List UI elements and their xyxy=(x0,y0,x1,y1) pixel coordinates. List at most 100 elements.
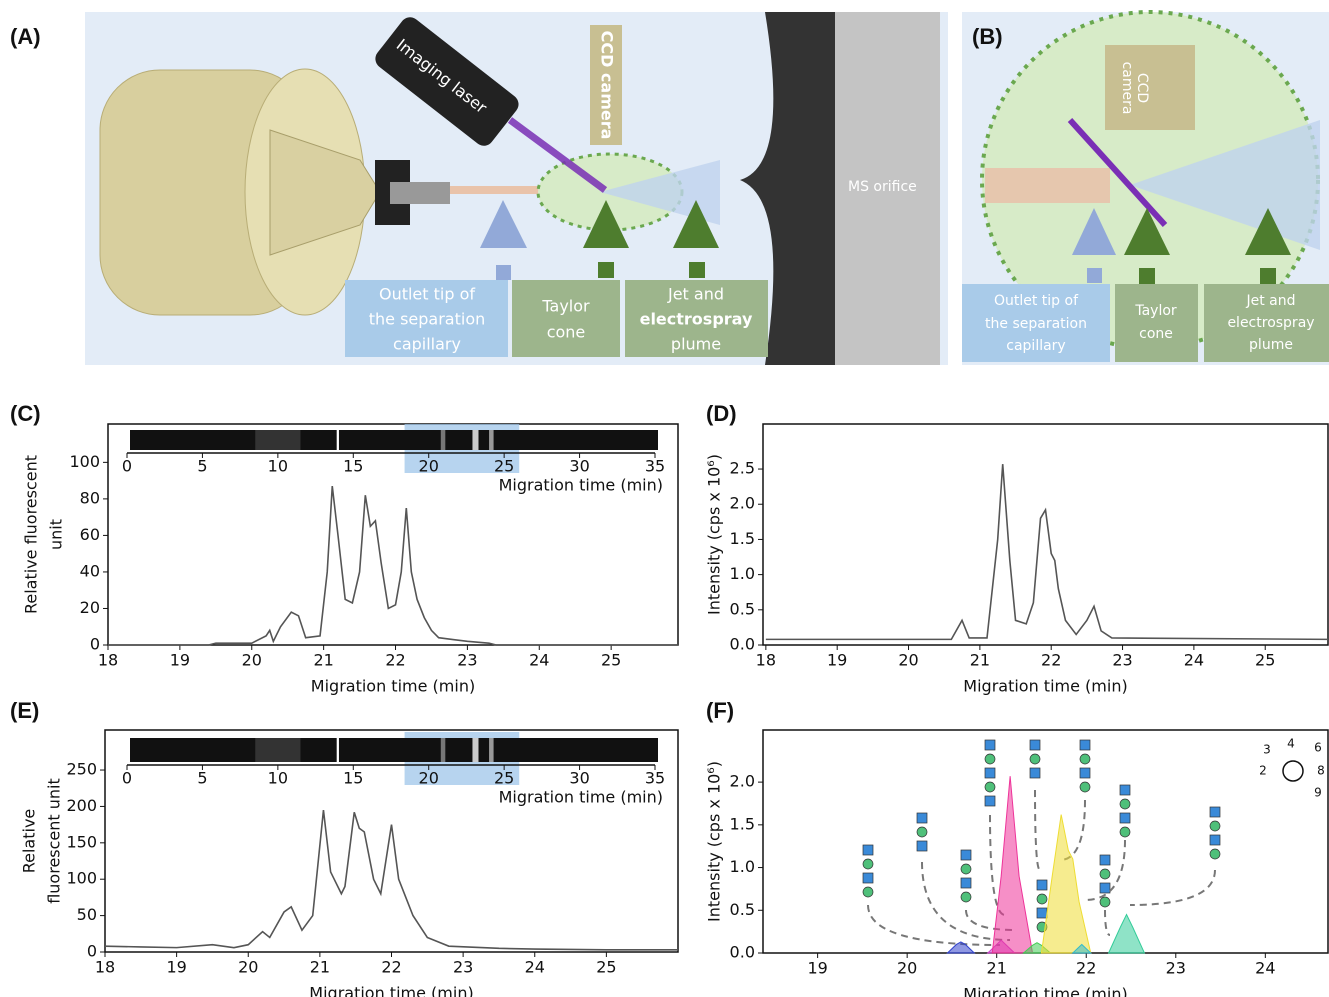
key-label: 9 xyxy=(1314,786,1322,800)
inset-tick-label: 35 xyxy=(645,769,665,788)
glycan-icon xyxy=(1100,855,1110,865)
glycan-icon xyxy=(863,873,873,883)
x-tick-label: 24 xyxy=(1255,959,1275,978)
box-text: Taylor xyxy=(1134,303,1177,319)
x-tick-label: 23 xyxy=(457,651,477,670)
glycan-icon xyxy=(1100,883,1110,893)
gel-band xyxy=(441,430,446,450)
inset-axis-label: Migration time (min) xyxy=(499,476,663,495)
inset-tick-label: 0 xyxy=(122,769,132,788)
inset-tick-label: 15 xyxy=(343,769,363,788)
gel-band xyxy=(255,738,300,762)
trace xyxy=(105,810,678,950)
glycan-icon xyxy=(1080,782,1090,792)
plot-frame xyxy=(108,424,678,645)
panel-label: (D) xyxy=(706,401,737,426)
key-label: 2 xyxy=(1259,764,1267,778)
inset-tick-label: 20 xyxy=(419,457,439,476)
box-text: cone xyxy=(547,323,586,342)
y-axis-label: Relative fluorescent xyxy=(22,455,41,614)
glycan-icon xyxy=(1210,849,1220,859)
x-tick-label: 25 xyxy=(601,651,621,670)
inset-tick-label: 30 xyxy=(569,457,589,476)
x-tick-label: 24 xyxy=(1184,651,1204,670)
x-tick-label: 24 xyxy=(529,651,549,670)
y-axis-label: unit xyxy=(47,519,66,550)
gel-band xyxy=(255,430,300,450)
y-tick-label: 20 xyxy=(80,598,100,617)
trace xyxy=(108,486,678,645)
box-text: cone xyxy=(1139,326,1173,342)
gel-band xyxy=(472,738,478,762)
key-label: 6 xyxy=(1314,741,1322,755)
y-tick-label: 250 xyxy=(66,760,97,779)
peak xyxy=(1109,915,1145,953)
box-text: Taylor xyxy=(541,297,590,316)
plot-frame xyxy=(763,730,1328,953)
y-tick-label: 40 xyxy=(80,561,100,580)
x-tick-label: 19 xyxy=(807,959,827,978)
glycan-icon xyxy=(863,845,873,855)
connector xyxy=(1105,910,1110,935)
y-tick-label: 100 xyxy=(69,452,100,471)
marker xyxy=(598,262,614,278)
glycan-icon xyxy=(1120,799,1130,809)
glycan-icon xyxy=(1030,740,1040,750)
camera-label: camera xyxy=(1119,62,1135,115)
panel-label: (B) xyxy=(972,24,1003,49)
inset-tick-label: 10 xyxy=(268,769,288,788)
box-text: the separation xyxy=(985,316,1087,332)
x-tick-label: 18 xyxy=(98,651,118,670)
inset-tick-label: 35 xyxy=(645,457,665,476)
glycan-icon xyxy=(1080,754,1090,764)
box-text: capillary xyxy=(393,335,461,354)
y-tick-label: 0.0 xyxy=(730,635,755,654)
plot-frame xyxy=(763,424,1328,645)
marker xyxy=(1139,268,1155,284)
box-text: Jet and xyxy=(1245,293,1295,309)
glycan-icon xyxy=(863,859,873,869)
trace xyxy=(766,464,1328,639)
glycan-icon xyxy=(1120,813,1130,823)
y-tick-label: 150 xyxy=(66,832,97,851)
y-tick-label: 0.5 xyxy=(730,900,755,919)
glycan-icon xyxy=(1100,869,1110,879)
connector xyxy=(1130,870,1215,905)
box-text: Outlet tip of xyxy=(379,285,475,304)
x-tick-label: 18 xyxy=(95,958,115,977)
y-axis-label: Intensity (cps x 10⁶) xyxy=(705,454,724,615)
glycan-icon xyxy=(1120,785,1130,795)
x-axis-label: Migration time (min) xyxy=(311,677,475,696)
box-text: plume xyxy=(1249,337,1293,353)
x-tick-label: 20 xyxy=(898,651,918,670)
gel-strip xyxy=(130,430,658,450)
diagram-b: CCD camera Outlet tip of the separation … xyxy=(962,12,1329,365)
glycan-icon xyxy=(1080,768,1090,778)
x-tick-label: 22 xyxy=(385,651,405,670)
y-axis-label: fluorescent unit xyxy=(45,778,64,904)
sleeve xyxy=(390,182,450,204)
glycan-icon xyxy=(985,740,995,750)
y-tick-label: 1.5 xyxy=(730,814,755,833)
x-tick-label: 20 xyxy=(238,958,258,977)
plot-frame xyxy=(105,730,678,952)
x-tick-label: 22 xyxy=(1041,651,1061,670)
glycan-icon xyxy=(1210,821,1220,831)
x-tick-label: 19 xyxy=(827,651,847,670)
glycan-icon xyxy=(985,782,995,792)
y-tick-label: 200 xyxy=(66,796,97,815)
key-label: 4 xyxy=(1287,737,1295,751)
peak xyxy=(1041,815,1090,953)
gel-band xyxy=(489,738,494,762)
x-tick-label: 20 xyxy=(242,651,262,670)
glycan-icon xyxy=(1030,754,1040,764)
glycan-icon xyxy=(1120,827,1130,837)
glycan-icon xyxy=(863,887,873,897)
x-tick-label: 22 xyxy=(381,958,401,977)
box-text: plume xyxy=(671,335,721,354)
y-axis-label: Relative xyxy=(20,809,39,874)
glycan-icon xyxy=(917,827,927,837)
glycan-icon xyxy=(985,768,995,778)
camera-label: CCD xyxy=(1134,73,1150,103)
glycan-icon xyxy=(1100,897,1110,907)
